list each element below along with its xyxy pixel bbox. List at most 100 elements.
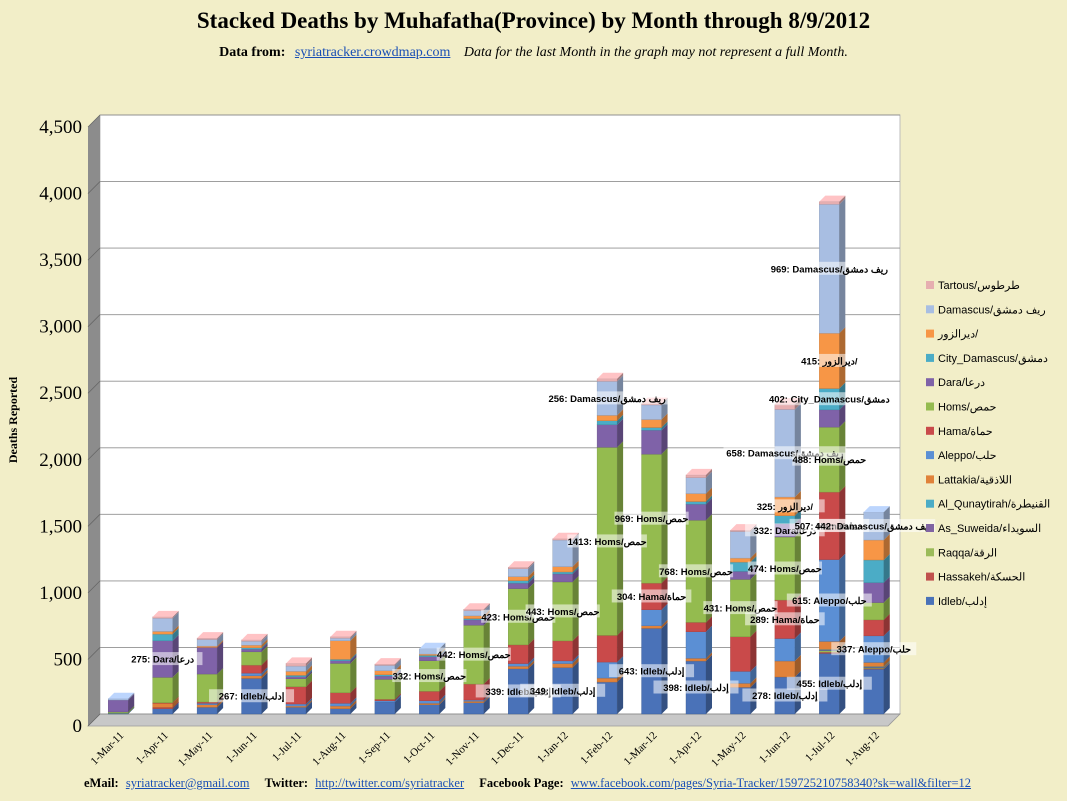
x-tick-label: 1-Sep-11: [356, 730, 393, 767]
x-tick-label: 1-Aug-12: [843, 730, 882, 769]
bar-segment: [463, 603, 490, 611]
bar-segment: [330, 630, 357, 639]
svg-text:289: Hama/حماة: 289: Hama/حماة: [750, 615, 820, 626]
svg-text:398: Idleb/إدلب: 398: Idleb/إدلب: [663, 683, 729, 694]
data-label: 442: Damascus/ريف دمشق: [812, 519, 936, 533]
svg-text:ديرالزور/: ديرالزور/: [937, 329, 979, 341]
data-label: 455: Idleb/إدلب: [786, 676, 872, 690]
x-tick-label: 1-Feb-12: [578, 730, 615, 767]
data-label: 289: Hama/حماة: [745, 612, 825, 626]
data-label: 402: City_Damascus/دمشق: [765, 392, 894, 406]
svg-text:969: Damascus/ريف دمشق: 969: Damascus/ريف دمشق: [771, 264, 889, 275]
facebook-label: Facebook Page:: [479, 776, 564, 790]
y-tick-label: 0: [73, 716, 83, 737]
email-label: eMail:: [84, 776, 119, 790]
data-label: 267: Idleb/إدلب: [209, 689, 295, 703]
legend-item: Raqqa/الرقة: [926, 547, 997, 559]
legend-item: Dara/درعا: [926, 377, 985, 389]
x-tick-label: 1-Mar-11: [88, 730, 126, 768]
data-label: 256: Damascus/ريف دمشق: [545, 391, 669, 405]
data-note: Data for the last Month in the graph may…: [463, 45, 848, 60]
data-from-label: Data from:: [219, 45, 286, 60]
twitter-label: Twitter:: [264, 776, 309, 790]
svg-text:402: City_Damascus/دمشق: 402: City_Damascus/دمشق: [769, 395, 891, 406]
bar-segment: [508, 561, 535, 569]
svg-text:Damascus/ريف دمشق: Damascus/ريف دمشق: [938, 304, 1046, 316]
svg-text:1413: Homs/حمص: 1413: Homs/حمص: [568, 537, 647, 548]
data-label: 443: Homs/حمص: [525, 604, 600, 618]
svg-text:443: Homs/حمص: 443: Homs/حمص: [526, 607, 600, 618]
svg-text:Dara/درعا: Dara/درعا: [938, 377, 985, 389]
svg-text:332: Dara/درعا: 332: Dara/درعا: [753, 526, 817, 537]
data-label: 768: Homs/حمص: [658, 564, 734, 578]
bar-segment: [685, 468, 712, 478]
facebook-link[interactable]: www.facebook.com/pages/Syria-Tracker/159…: [570, 776, 971, 790]
x-tick-label: 1-Mar-12: [622, 730, 660, 768]
legend-item: Hama/حماة: [926, 426, 993, 438]
data-label: 398: Idleb/إدلب: [653, 680, 739, 694]
x-tick-label: 1-Nov-11: [443, 730, 481, 768]
svg-text:658: Damascus/ريف دمشق: 658: Damascus/ريف دمشق: [726, 449, 844, 460]
legend-item: Tartous/طرطوس: [926, 280, 1020, 292]
data-label: 431: Homs/حمص: [703, 601, 778, 615]
svg-text:Lattakia/اللاذقية: Lattakia/اللاذقية: [938, 474, 1012, 486]
bar-segment: [285, 657, 312, 667]
footer: eMail: syriatracker@gmail.com Twitter: h…: [0, 776, 1067, 791]
bar-segment: [819, 195, 846, 205]
legend-item: ديرالزور/: [926, 329, 979, 341]
svg-text:Tartous/طرطوس: Tartous/طرطوس: [938, 280, 1020, 292]
x-tick-label: 1-Apr-12: [667, 730, 704, 767]
data-label: 337: Aleppo/حلب: [831, 642, 917, 656]
x-tick-label: 1-May-11: [176, 730, 215, 769]
svg-text:643: Idleb/إدلب: 643: Idleb/إدلب: [619, 667, 685, 678]
svg-text:339: Idleb/إدلب: 339: Idleb/إدلب: [485, 687, 551, 698]
legend-item: Hassakeh/الحسكة: [926, 572, 1025, 584]
svg-text:278: Idleb/إدلب: 278: Idleb/إدلب: [752, 691, 818, 702]
legend-item: Aleppo/حلب: [926, 450, 997, 462]
svg-text:325: ديرالزور/: 325: ديرالزور/: [757, 502, 814, 513]
x-tick-label: 1-Jun-11: [224, 730, 260, 766]
y-tick-label: 2,000: [39, 450, 82, 471]
y-tick-label: 2,500: [39, 383, 82, 404]
svg-text:As_Suweida/السويداء: As_Suweida/السويداء: [938, 523, 1041, 535]
legend-item: Al_Qunaytirah/القنيطرة: [926, 499, 1050, 511]
svg-text:Idleb/إدلب: Idleb/إدلب: [938, 596, 987, 608]
svg-text:415: ديرالزور/: 415: ديرالزور/: [801, 356, 858, 367]
svg-text:Aleppo/حلب: Aleppo/حلب: [938, 450, 997, 462]
email-link[interactable]: syriatracker@gmail.com: [125, 776, 250, 790]
data-label: 325: ديرالزور/: [745, 499, 825, 513]
twitter-link[interactable]: http://twitter.com/syriatracker: [315, 776, 465, 790]
bar-segment: [196, 632, 224, 640]
x-tick-label: 1-Jul-11: [270, 730, 304, 764]
bar-segment: [374, 658, 401, 666]
bar-segment: [108, 692, 135, 701]
svg-text:Hassakeh/الحسكة: Hassakeh/الحسكة: [938, 572, 1025, 584]
data-source-link[interactable]: syriatracker.crowdmap.com: [294, 45, 451, 60]
svg-text:615: Aleppo/حلب: 615: Aleppo/حلب: [792, 596, 867, 607]
legend-item: Damascus/ريف دمشق: [926, 304, 1046, 316]
svg-text:332: Homs/حمص: 332: Homs/حمص: [392, 672, 466, 683]
legend-item: As_Suweida/السويداء: [926, 523, 1041, 535]
bar-segment: [596, 372, 624, 382]
x-tick-label: 1-Jul-12: [803, 730, 837, 764]
chart-subtitle: Data from: syriatracker.crowdmap.com Dat…: [0, 45, 1067, 61]
x-tick-label: 1-Dec-11: [489, 730, 527, 768]
y-tick-label: 1,000: [39, 583, 82, 604]
svg-text:256: Damascus/ريف دمشق: 256: Damascus/ريف دمشق: [548, 394, 666, 405]
data-label: 969: Homs/حمص: [614, 511, 689, 525]
x-tick-label: 1-Jun-12: [757, 730, 793, 766]
data-label: 278: Idleb/إدلب: [742, 688, 828, 702]
svg-text:304: Hama/حماة: 304: Hama/حماة: [617, 592, 687, 603]
svg-text:Homs/حمص: Homs/حمص: [938, 402, 996, 414]
x-tick-label: 1-Aug-11: [310, 730, 348, 768]
data-label: 969: Damascus/ريف دمشق: [767, 261, 891, 275]
data-label: 415: ديرالزور/: [789, 353, 870, 367]
data-label: 615: Aleppo/حلب: [786, 593, 872, 607]
data-label: 275: Dara/درعا: [122, 652, 203, 666]
x-tick-label: 1-Apr-11: [134, 730, 171, 767]
bar-segment: [730, 630, 757, 672]
svg-text:431: Homs/حمص: 431: Homs/حمص: [704, 604, 778, 615]
svg-text:969: Homs/حمص: 969: Homs/حمص: [615, 514, 689, 525]
svg-text:423: Homs/حمص: 423: Homs/حمص: [481, 612, 555, 623]
